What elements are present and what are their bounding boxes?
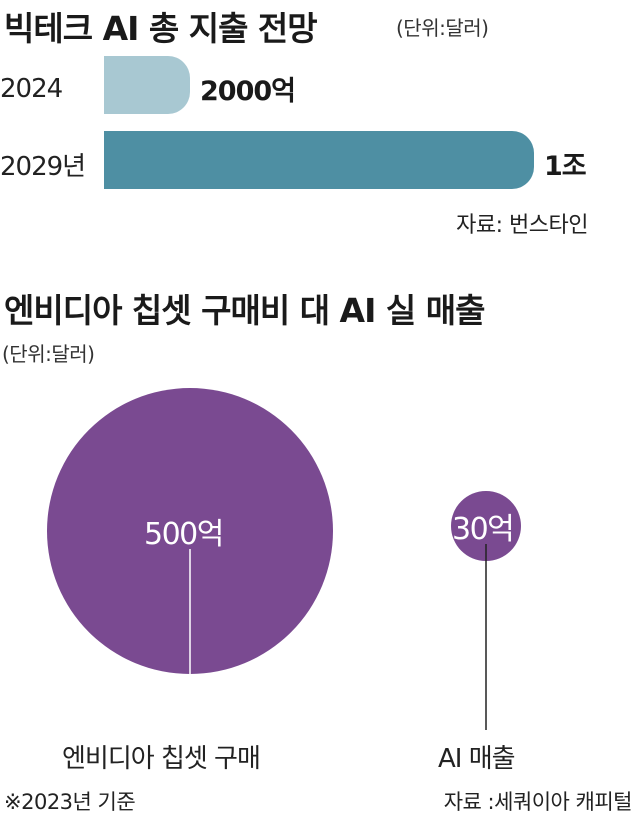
chart1-category-label: 2024 xyxy=(0,74,63,104)
chart1-value-label: 2000억 xyxy=(200,76,296,107)
chart2-note: ※2023년 기준 xyxy=(4,790,136,814)
bubble-category-label: AI 매출 xyxy=(438,744,516,774)
chart1-source: 자료: 번스타인 xyxy=(456,213,588,238)
chart1-bar xyxy=(104,131,534,189)
bubble-value-label: 30억 xyxy=(452,512,515,547)
bubble-value-label: 500억 xyxy=(144,517,224,552)
chart1-value-label: 1조 xyxy=(544,151,587,182)
chart1-unit-note: (단위:달러) xyxy=(396,16,489,40)
chart1-title: 빅테크 AI 총 지출 전망 xyxy=(4,9,318,48)
bubble-category-label: 엔비디아 칩셋 구매 xyxy=(62,744,261,774)
bubble-ai-revenue xyxy=(451,491,521,561)
bubble-chip-purchase xyxy=(47,388,333,674)
chart1-bar xyxy=(104,56,190,114)
chart2-source: 자료 :세쿼이아 캐피털 xyxy=(443,790,633,814)
chart2-unit-note: (단위:달러) xyxy=(2,342,95,366)
chart2-title: 엔비디아 칩셋 구매비 대 AI 실 매출 xyxy=(4,291,485,330)
chart1-category-label: 2029년 xyxy=(0,152,86,182)
